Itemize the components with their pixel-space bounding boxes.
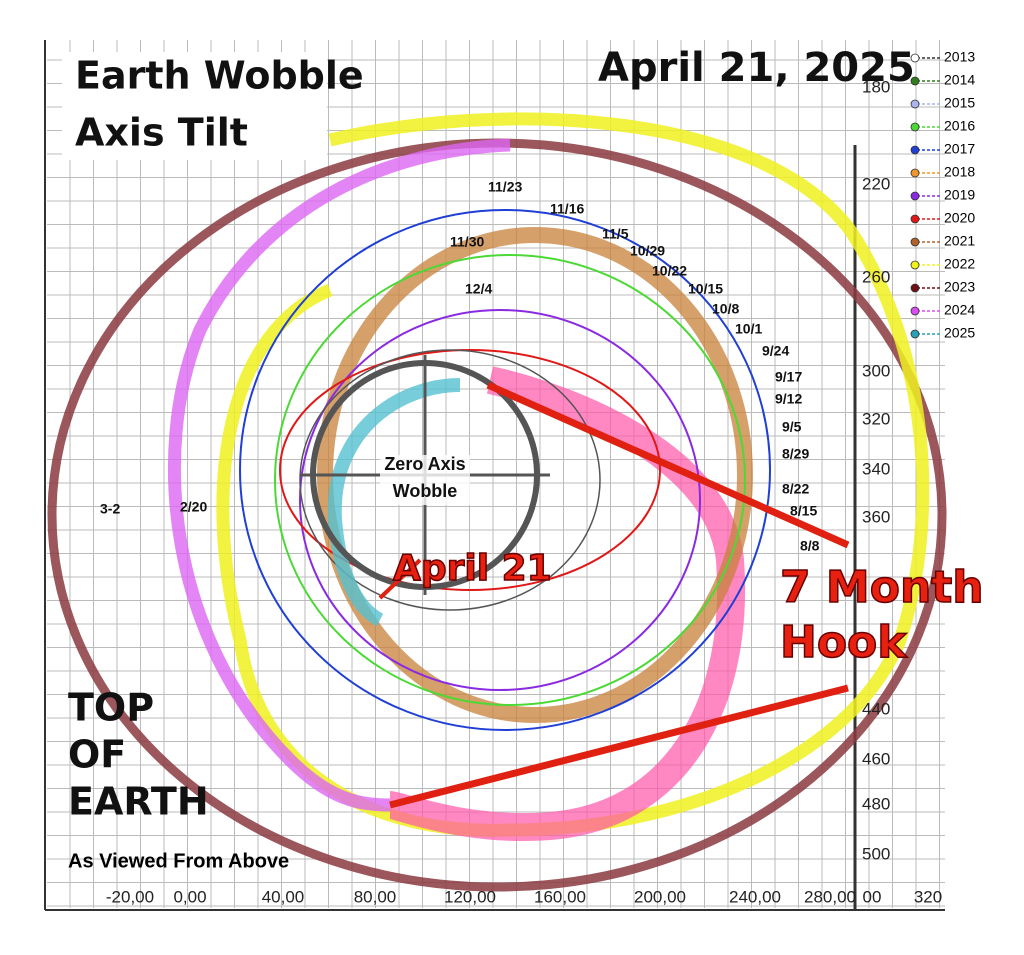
legend-marker [910, 168, 920, 178]
date-label: 3-2 [100, 501, 120, 517]
label-bg [380, 455, 470, 505]
x-tick-label: 80,00 [354, 887, 397, 906]
date-label: 10/15 [688, 281, 723, 297]
loop-2017 [239, 209, 771, 731]
loop-2022 [216, 112, 930, 837]
legend-label: 2019 [944, 187, 975, 203]
x-tick-label: 320 [914, 887, 942, 906]
side-label: TOP [68, 686, 154, 730]
legend-label: 2023 [944, 279, 975, 295]
legend-marker [910, 260, 920, 270]
legend-label: 2016 [944, 118, 975, 134]
x-tick-label: 240,00 [729, 887, 781, 906]
center-label: Wobble [393, 481, 458, 501]
legend-marker [910, 76, 920, 86]
y-tick-label: 360 [862, 507, 890, 526]
x-tick-label: 0,00 [173, 887, 206, 906]
legend-label: 2017 [944, 141, 975, 157]
title: Axis Tilt [75, 111, 248, 155]
x-tick-label: 280,00 [804, 887, 856, 906]
y-tick-label: 260 [862, 267, 890, 286]
date-label: 12/4 [465, 281, 492, 297]
y-tick-label: 460 [862, 749, 890, 768]
legend-marker [910, 283, 920, 293]
date-label: 2/20 [180, 499, 207, 515]
y-tick-label: 220 [862, 174, 890, 193]
legend-marker [910, 99, 920, 109]
center-label: Zero Axis [384, 454, 465, 474]
annotation: April 21 [393, 548, 552, 589]
loop-2019 [299, 309, 701, 691]
loop-2016 [274, 254, 746, 706]
arrow [486, 381, 850, 549]
x-tick-label: -20,00 [106, 887, 154, 906]
title: Earth Wobble [75, 54, 364, 98]
side-label: EARTH [68, 780, 209, 824]
x-tick-label: 40,00 [262, 887, 305, 906]
x-tick-label: 00 [863, 887, 882, 906]
y-tick-label: 300 [862, 361, 890, 380]
date: April 21, 2025 [598, 45, 915, 91]
date-label: 8/22 [782, 481, 809, 497]
date-label: 11/16 [550, 201, 584, 217]
legend-marker [910, 237, 920, 247]
loop-2020 [279, 349, 661, 591]
legend-label: 2024 [944, 302, 975, 318]
legend-marker [910, 191, 920, 201]
x-tick-label: 160,00 [534, 887, 586, 906]
legend-label: 2014 [944, 72, 975, 88]
y-tick-label: 480 [862, 794, 890, 813]
y-tick-label: 320 [862, 409, 890, 428]
y-tick-label: 440 [862, 699, 890, 718]
annotation: 7 Month [780, 562, 984, 613]
date-label: 10/1 [735, 321, 762, 337]
legend-marker [910, 306, 920, 316]
caption: As Viewed From Above [68, 850, 289, 872]
loops [47, 112, 947, 892]
date-label: 10/22 [652, 263, 687, 279]
title-bg [62, 52, 327, 160]
arrows [378, 381, 850, 809]
legend-marker [910, 145, 920, 155]
legend-marker [910, 214, 920, 224]
legend-label: 2021 [944, 233, 975, 249]
date-label: 11/5 [602, 226, 629, 242]
loop-2024b [388, 366, 745, 842]
y-tick-label: 340 [862, 459, 890, 478]
legend-marker [910, 329, 920, 339]
arrow [378, 558, 422, 600]
date-label: 9/17 [775, 369, 802, 385]
loop-2013 [299, 349, 601, 611]
date-label: 9/5 [782, 419, 802, 435]
legend-label: 2022 [944, 256, 975, 272]
date-label: 8/15 [790, 503, 817, 519]
legend-label: 2018 [944, 164, 975, 180]
y-tick-label: 500 [862, 844, 890, 863]
arrow [389, 684, 849, 809]
legend-marker [910, 122, 920, 132]
y-tick-label: 180 [862, 77, 890, 96]
date-label: 9/12 [775, 391, 802, 407]
legend-label: 2020 [944, 210, 975, 226]
legend-label: 2015 [944, 95, 975, 111]
side-label: OF [68, 733, 126, 777]
x-tick-label: 120,00 [444, 887, 496, 906]
date-label: 11/30 [450, 234, 484, 250]
date-label: 10/29 [630, 243, 665, 259]
legend-marker [910, 53, 920, 63]
annotation: Hook [780, 617, 908, 668]
loop-2024 [167, 138, 511, 812]
date-label: 8/29 [782, 446, 809, 462]
legend-label: 2013 [944, 49, 975, 65]
date-label: 10/8 [712, 301, 739, 317]
date-label: 8/8 [800, 538, 820, 554]
x-tick-label: 200,00 [634, 887, 686, 906]
date-label: 11/23 [488, 179, 522, 195]
loop-2025 [327, 378, 461, 627]
legend-label: 2025 [944, 325, 975, 341]
date-label: 9/24 [762, 343, 789, 359]
